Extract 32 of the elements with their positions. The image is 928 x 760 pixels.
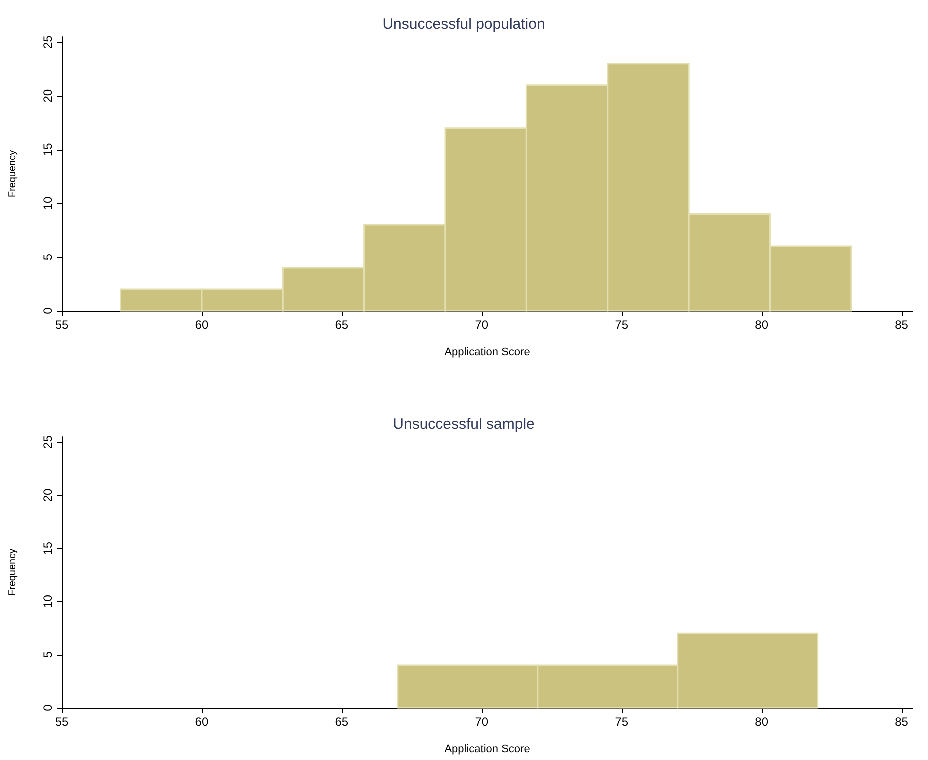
y-tick-label: 25 [41,435,55,449]
x-axis-title: Application Score [444,346,530,358]
chart-title: Unsuccessful population [382,16,546,33]
x-axis-title: Application Score [444,744,530,756]
y-tick-label: 25 [41,35,55,50]
y-tick-label: 20 [41,89,55,103]
x-tick-label: 70 [475,318,489,332]
y-tick-label: 20 [41,488,55,502]
x-tick-label: 60 [195,715,209,729]
x-tick-label: 80 [755,318,769,332]
y-tick-label: 10 [41,594,55,608]
y-axis-title: Frequency [8,150,18,198]
y-tick-label: 0 [41,307,55,314]
x-tick-label: 65 [335,715,349,729]
x-tick-label: 85 [895,318,909,332]
y-tick-label: 5 [41,254,55,261]
x-tick-label: 70 [475,715,489,729]
x-tick-label: 85 [895,715,909,729]
x-tick-label: 75 [615,318,629,332]
chart-title: Unsuccessful sample [393,416,535,433]
x-tick-label: 55 [55,318,69,332]
y-tick-label: 5 [41,651,55,658]
y-tick-label: 10 [41,196,55,210]
y-tick-label: 15 [41,142,55,157]
x-tick-label: 80 [755,715,769,729]
x-tick-label: 75 [615,715,629,729]
y-tick-label: 15 [41,542,55,556]
x-tick-label: 60 [195,318,209,332]
x-tick-label: 65 [335,318,349,332]
x-tick-label: 55 [55,715,69,729]
y-tick-label: 0 [41,704,55,712]
y-axis-title: Frequency [8,548,18,596]
